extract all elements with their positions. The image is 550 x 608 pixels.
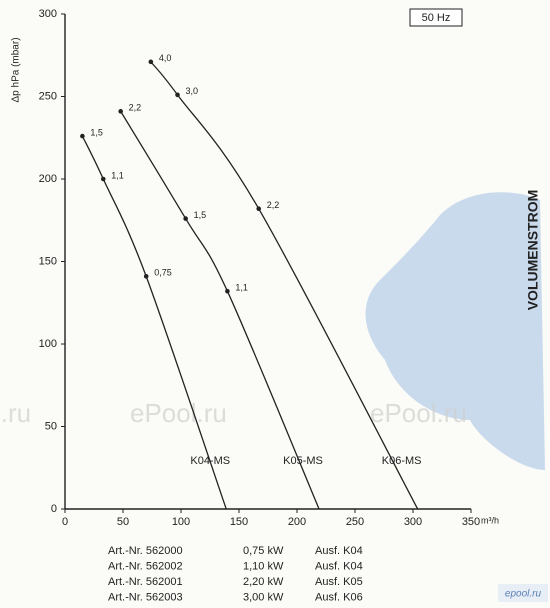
table-cell: Art.-Nr. 562002	[108, 560, 183, 572]
point	[118, 109, 123, 114]
curve	[120, 111, 320, 510]
background-blob	[365, 192, 545, 470]
watermark: ePool.ru	[370, 398, 467, 428]
table-cell: Ausf. K05	[315, 576, 363, 588]
x-tick-label: 100	[172, 516, 190, 528]
series-label: K04-MS	[190, 455, 230, 467]
x-tick-label: 200	[288, 516, 306, 528]
x-tick-label: 0	[62, 516, 68, 528]
logo-box	[498, 584, 548, 602]
x-tick-label: 50	[117, 516, 129, 528]
point	[256, 206, 262, 211]
point	[175, 92, 180, 98]
curve	[81, 135, 227, 510]
point	[148, 59, 154, 65]
table-cell: Art.-Nr. 562003	[108, 591, 183, 603]
table-cell: 1,10 kW	[243, 560, 284, 572]
point-label: 1,5	[194, 210, 207, 220]
table-cell: 2,20 kW	[243, 576, 284, 588]
y-tick-label: 300	[39, 8, 57, 20]
table-cell: Ausf. K04	[315, 560, 363, 572]
point	[225, 288, 230, 294]
x-tick-label: 350	[462, 516, 480, 528]
watermark: ePool.ru	[130, 398, 227, 428]
table-cell: Ausf. K06	[315, 591, 363, 603]
point	[80, 133, 85, 139]
y-tick-label: 0	[51, 503, 57, 515]
frequency-box	[409, 8, 463, 27]
y-tick-label: 100	[39, 338, 57, 350]
table-cell: 3,00 kW	[243, 591, 284, 603]
point-label: 3,0	[186, 86, 199, 96]
point	[183, 216, 188, 221]
x-axis-unit: m³/h	[481, 515, 499, 525]
curve	[150, 61, 419, 510]
series-label: K06-MS	[382, 455, 422, 467]
table-cell: Art.-Nr. 562000	[108, 545, 183, 557]
y-tick-label: 250	[39, 90, 57, 102]
table-cell: 0,75 kW	[243, 545, 284, 557]
series-label: K05-MS	[283, 455, 323, 467]
point-label: 4,0	[159, 53, 172, 63]
frequency-label: 50 Hz	[422, 12, 451, 24]
y-tick-label: 150	[39, 255, 57, 267]
point-label: 0,75	[154, 268, 172, 278]
x-tick-label: 150	[230, 516, 248, 528]
y-tick-label: 50	[45, 420, 57, 432]
point	[100, 176, 106, 182]
watermark: epool.ru	[505, 589, 542, 600]
table-cell: Art.-Nr. 562001	[108, 576, 183, 588]
x-tick-label: 250	[346, 516, 364, 528]
x-tick-label: 300	[404, 516, 422, 528]
point-label: 1,5	[90, 127, 103, 137]
y-tick-label: 200	[39, 173, 57, 185]
y-axis-label: Δp hPa (mbar)	[11, 37, 22, 102]
point-label: 2,2	[129, 103, 142, 113]
table-cell: Ausf. K04	[315, 545, 363, 557]
point-label: 2,2	[267, 200, 280, 210]
watermark: l.ru	[0, 398, 31, 428]
side-label: VOLUMENSTROM	[525, 190, 541, 311]
point-label: 1,1	[235, 283, 248, 293]
point	[143, 274, 149, 279]
point-label: 1,1	[111, 170, 124, 180]
